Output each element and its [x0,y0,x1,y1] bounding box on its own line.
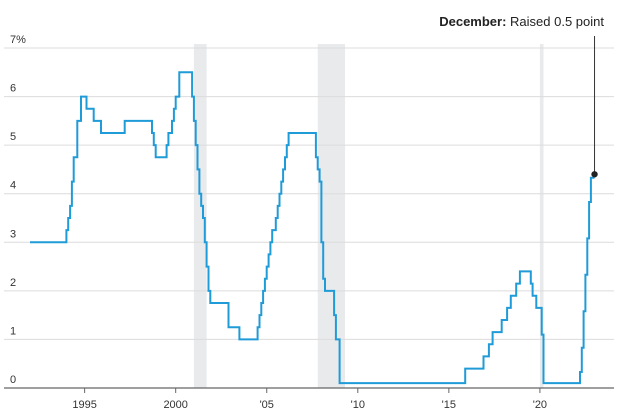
y-tick-label-1: 1 [10,325,16,337]
series-line-0 [30,71,595,385]
x-tick-label-2005: '05 [260,399,274,411]
annotation-label-bold: December: [439,14,506,29]
y-tick-label-3: 3 [10,228,16,240]
y-tick-label-4: 4 [10,180,16,192]
recession-shading [193,44,544,388]
x-tick-label-2020: '20 [533,399,547,411]
x-tick-label-2015: '15 [442,399,456,411]
recession-band-0 [193,44,207,388]
series-layer [30,71,595,385]
y-tick-label-5: 5 [10,131,16,143]
gridlines [4,47,614,389]
y-tick-label-7: 7% [10,34,26,46]
recession-band-2 [539,44,544,388]
y-tick-label-6: 6 [10,83,16,95]
annotation: December: Raised 0.5 point [439,14,604,178]
y-axis-ticks: 0 1 2 3 4 5 6 7% [10,34,26,386]
y-tick-label-2: 2 [10,277,16,289]
x-tick-label-2010: '10 [351,399,365,411]
annotation-marker [591,171,598,178]
y-tick-label-0: 0 [10,374,16,386]
annotation-label-text: Raised 0.5 point [506,14,604,29]
x-tick-label-1995: 1995 [72,399,96,411]
x-axis-ticks: 1995 2000 '05 '10 '15 '20 [72,388,547,411]
annotation-label: December: Raised 0.5 point [439,14,604,29]
x-tick-label-2000: 2000 [163,399,187,411]
